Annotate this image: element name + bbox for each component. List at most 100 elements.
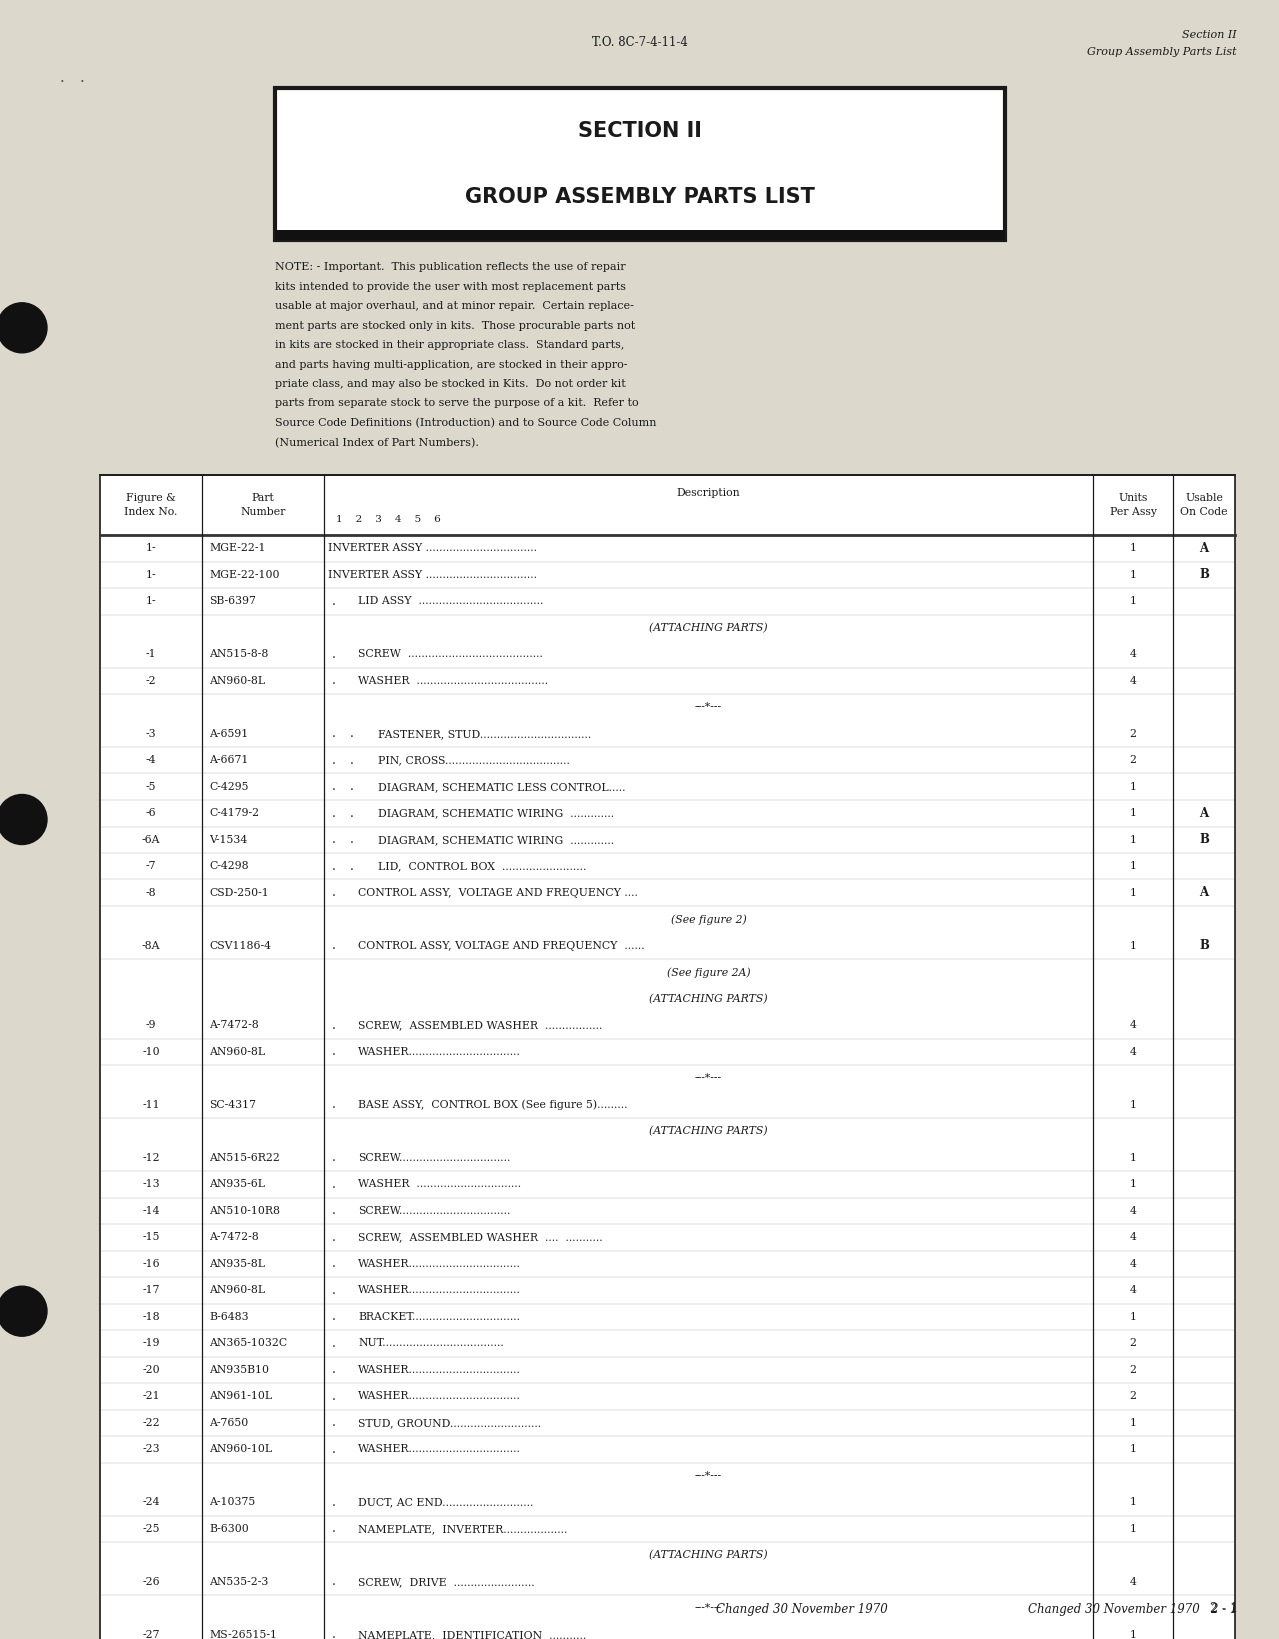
Text: Changed 30 November 1970   2 - 1: Changed 30 November 1970 2 - 1 <box>1027 1603 1237 1616</box>
Text: .: . <box>333 754 336 767</box>
Text: STUD, GROUND...........................: STUD, GROUND........................... <box>358 1418 541 1428</box>
Text: Section II: Section II <box>1182 30 1237 39</box>
Text: WASHER  ...............................: WASHER ............................... <box>358 1178 521 1190</box>
Text: -3: -3 <box>146 729 156 739</box>
Text: usable at major overhaul, and at minor repair.  Certain replace-: usable at major overhaul, and at minor r… <box>275 302 634 311</box>
Text: 1-: 1- <box>146 597 156 606</box>
Text: LID ASSY  .....................................: LID ASSY ...............................… <box>358 597 544 606</box>
Text: ---*---: ---*--- <box>694 1074 723 1083</box>
Text: .: . <box>333 1178 336 1192</box>
Text: -4: -4 <box>146 756 156 765</box>
Text: CSD-250-1: CSD-250-1 <box>208 888 269 898</box>
Bar <box>100 475 1236 1639</box>
Text: A: A <box>1200 806 1209 820</box>
Text: CSV1186-4: CSV1186-4 <box>208 941 271 951</box>
Text: SECTION II: SECTION II <box>578 121 702 141</box>
Text: C-4298: C-4298 <box>208 860 248 872</box>
Text: and parts having multi-application, are stocked in their appro-: and parts having multi-application, are … <box>275 359 628 369</box>
Text: 4: 4 <box>1129 675 1137 685</box>
Text: .: . <box>333 1098 336 1111</box>
Text: -13: -13 <box>142 1178 160 1190</box>
Text: GROUP ASSEMBLY PARTS LIST: GROUP ASSEMBLY PARTS LIST <box>466 187 815 208</box>
Text: ·: · <box>81 75 84 89</box>
Text: AN960-8L: AN960-8L <box>208 1285 265 1295</box>
Text: -6A: -6A <box>142 834 160 844</box>
Text: CONTROL ASSY, VOLTAGE AND FREQUENCY  ......: CONTROL ASSY, VOLTAGE AND FREQUENCY ....… <box>358 941 645 951</box>
Text: A-10375: A-10375 <box>208 1498 256 1508</box>
Text: MGE-22-1: MGE-22-1 <box>208 543 266 554</box>
Text: (ATTACHING PARTS): (ATTACHING PARTS) <box>650 993 767 1005</box>
Text: .: . <box>333 1310 336 1323</box>
Text: Units
Per Assy: Units Per Assy <box>1109 493 1156 516</box>
Text: 1: 1 <box>1129 808 1137 818</box>
Text: (Numerical Index of Part Numbers).: (Numerical Index of Part Numbers). <box>275 438 478 447</box>
Text: A: A <box>1200 887 1209 900</box>
Text: SCREW.................................: SCREW................................. <box>358 1152 510 1162</box>
Text: 1: 1 <box>1129 1152 1137 1162</box>
Text: .: . <box>333 1046 336 1059</box>
Text: Source Code Definitions (Introduction) and to Source Code Column: Source Code Definitions (Introduction) a… <box>275 418 656 428</box>
Text: 2: 2 <box>1129 1339 1137 1349</box>
Text: -11: -11 <box>142 1100 160 1110</box>
Text: AN510-10R8: AN510-10R8 <box>208 1206 280 1216</box>
Text: .: . <box>333 1628 336 1639</box>
Text: 1    2    3    4    5    6: 1 2 3 4 5 6 <box>336 515 441 523</box>
Text: .: . <box>333 728 336 741</box>
Text: -24: -24 <box>142 1498 160 1508</box>
Text: .: . <box>333 674 336 687</box>
Text: ---*---: ---*--- <box>694 1603 723 1613</box>
Text: -9: -9 <box>146 1019 156 1031</box>
Text: 1: 1 <box>1129 1100 1137 1110</box>
Text: SC-4317: SC-4317 <box>208 1100 256 1110</box>
Text: .: . <box>333 1575 336 1588</box>
Text: 2: 2 <box>1129 1392 1137 1401</box>
Text: .: . <box>350 754 354 767</box>
Text: BRACKET................................: BRACKET................................ <box>358 1311 521 1321</box>
Text: .: . <box>333 833 336 846</box>
Text: .: . <box>333 1523 336 1536</box>
Text: (See figure 2): (See figure 2) <box>670 915 747 924</box>
Bar <box>275 89 1005 239</box>
Text: 4: 4 <box>1129 1259 1137 1269</box>
Text: 4: 4 <box>1129 1233 1137 1242</box>
Text: MGE-22-100: MGE-22-100 <box>208 570 280 580</box>
Text: SCREW  ........................................: SCREW ..................................… <box>358 649 542 659</box>
Text: WASHER.................................: WASHER................................. <box>358 1365 521 1375</box>
Text: -5: -5 <box>146 782 156 792</box>
Text: WASHER.................................: WASHER................................. <box>358 1444 521 1454</box>
Text: -17: -17 <box>142 1285 160 1295</box>
Text: MS-26515-1: MS-26515-1 <box>208 1629 278 1639</box>
Text: .: . <box>333 806 336 820</box>
Text: -20: -20 <box>142 1365 160 1375</box>
Text: B: B <box>1200 833 1209 846</box>
Text: priate class, and may also be stocked in Kits.  Do not order kit: priate class, and may also be stocked in… <box>275 379 625 388</box>
Text: T.O. 8C-7-4-11-4: T.O. 8C-7-4-11-4 <box>592 36 687 49</box>
Circle shape <box>0 795 47 844</box>
Text: Usable
On Code: Usable On Code <box>1181 493 1228 516</box>
Text: NUT....................................: NUT.................................... <box>358 1339 504 1349</box>
Text: -21: -21 <box>142 1392 160 1401</box>
Bar <box>275 89 1005 239</box>
Text: FASTENER, STUD.................................: FASTENER, STUD..........................… <box>379 729 591 739</box>
Text: -26: -26 <box>142 1577 160 1587</box>
Text: -8A: -8A <box>142 941 160 951</box>
Text: -18: -18 <box>142 1311 160 1321</box>
Text: B: B <box>1200 569 1209 582</box>
Text: 4: 4 <box>1129 1019 1137 1031</box>
Text: (ATTACHING PARTS): (ATTACHING PARTS) <box>650 1126 767 1136</box>
Text: AN935-6L: AN935-6L <box>208 1178 265 1190</box>
Circle shape <box>0 303 47 352</box>
Bar <box>100 475 1236 1639</box>
Text: 1: 1 <box>1129 570 1137 580</box>
Text: AN535-2-3: AN535-2-3 <box>208 1577 269 1587</box>
Text: INVERTER ASSY .................................: INVERTER ASSY ..........................… <box>327 570 537 580</box>
Text: CONTROL ASSY,  VOLTAGE AND FREQUENCY ....: CONTROL ASSY, VOLTAGE AND FREQUENCY .... <box>358 888 638 898</box>
Text: .: . <box>350 728 354 741</box>
Text: NAMEPLATE,  INVERTER...................: NAMEPLATE, INVERTER................... <box>358 1524 568 1534</box>
Text: 1: 1 <box>1129 941 1137 951</box>
Text: 1: 1 <box>1129 1311 1137 1321</box>
Text: .: . <box>350 860 354 872</box>
Text: NAMEPLATE,  IDENTIFICATION  ...........: NAMEPLATE, IDENTIFICATION ........... <box>358 1629 586 1639</box>
Text: -14: -14 <box>142 1206 160 1216</box>
Text: AN935-8L: AN935-8L <box>208 1259 265 1269</box>
